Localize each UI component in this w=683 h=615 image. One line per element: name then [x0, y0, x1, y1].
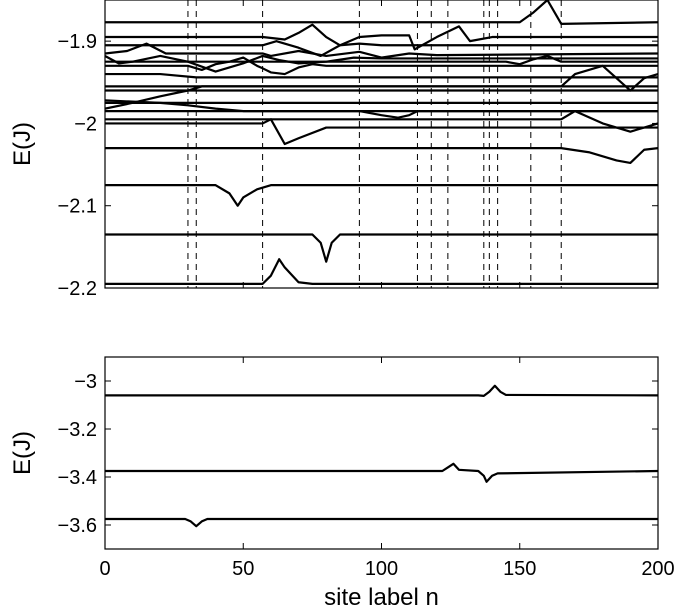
y-tick-label: −3.4 [58, 467, 97, 489]
series-line-19 [105, 258, 658, 285]
series-line-1 [105, 23, 658, 51]
x-tick-label: 100 [365, 558, 398, 580]
y-tick-label: −2 [74, 113, 97, 135]
series-line-7 [105, 72, 658, 79]
top-panel: −1.9 −2 −2.1 −2.2 E(J) [9, 0, 659, 300]
y-tick-label: −1.9 [58, 31, 97, 53]
series-line-2 [105, 517, 658, 528]
bottom-panel: 0 50 100 150 200 −3 −3.2 −3.4 −3.6 E(J) site label… [9, 356, 675, 611]
x-tick-label: 150 [503, 558, 536, 580]
series-line-1 [105, 462, 658, 483]
series-line-13 [105, 109, 658, 119]
plot-area [105, 384, 658, 528]
y-tick-label: −3 [74, 371, 97, 393]
series-line-9 [105, 64, 658, 92]
series-line-18 [105, 233, 658, 263]
y-tick-label: −2.2 [58, 278, 97, 300]
x-tick-label: 50 [232, 558, 254, 580]
series-line-5 [105, 54, 658, 66]
y-axis-label: E(J) [9, 431, 36, 475]
x-tick-label: 0 [99, 558, 110, 580]
y-tick-label: −3.6 [58, 515, 97, 537]
series-line-14 [105, 109, 658, 133]
y-tick-label: −2.1 [58, 196, 97, 218]
y-axis-label: E(J) [9, 122, 36, 166]
plot-area [105, 0, 658, 288]
series-line-0 [105, 384, 658, 397]
y-tick-label: −3.2 [58, 419, 97, 441]
series-line-15 [105, 118, 658, 146]
series-line-6 [105, 56, 658, 76]
series-line-16 [105, 147, 658, 165]
series-line-3 [105, 42, 658, 59]
x-axis-label: site label n [324, 584, 439, 611]
x-tick-label: 200 [641, 558, 674, 580]
series-line-17 [105, 184, 658, 207]
series-line-0 [105, 0, 658, 25]
